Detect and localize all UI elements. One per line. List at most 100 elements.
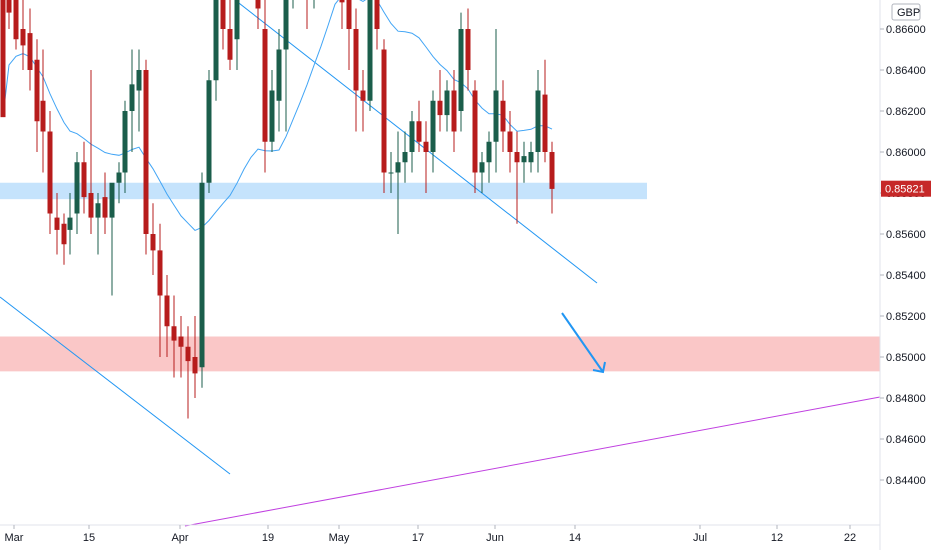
candle-body xyxy=(542,94,548,152)
candle-body xyxy=(465,29,471,70)
candle-body xyxy=(129,84,135,111)
candle-body xyxy=(0,0,6,118)
candle xyxy=(157,223,163,357)
candle-body xyxy=(416,121,422,142)
candle xyxy=(486,131,492,183)
candle xyxy=(339,0,345,29)
candle-body xyxy=(423,141,429,152)
descending-trendline-upper xyxy=(234,0,598,284)
x-tick-label: Jun xyxy=(486,532,504,544)
x-tick-label: Mar xyxy=(5,532,24,544)
candle xyxy=(20,0,26,70)
candle-body xyxy=(171,326,177,341)
candle xyxy=(507,111,513,173)
currency-badge[interactable] xyxy=(891,3,921,21)
candle-body xyxy=(486,141,492,163)
candle xyxy=(102,172,108,234)
candle xyxy=(40,49,46,173)
lower-support-zone xyxy=(0,336,880,372)
candle xyxy=(136,49,142,132)
candle-body xyxy=(535,90,541,152)
candle xyxy=(27,8,33,91)
descending-trendline-lower xyxy=(0,296,231,475)
y-tick-label: 0.85400 xyxy=(886,270,926,282)
candle xyxy=(313,0,315,9)
y-tick-label: 0.86200 xyxy=(886,106,926,118)
candle xyxy=(192,316,198,398)
candle xyxy=(109,182,115,296)
candle-body xyxy=(507,131,513,152)
candle-body xyxy=(381,49,387,173)
candle xyxy=(360,70,366,132)
candle xyxy=(451,70,457,152)
candle-body xyxy=(227,29,233,60)
candle-body xyxy=(451,90,457,132)
candle xyxy=(367,0,373,111)
candle xyxy=(61,213,67,265)
candle xyxy=(409,111,415,173)
candle xyxy=(47,111,53,234)
candle xyxy=(283,0,289,132)
candle-body xyxy=(109,182,115,218)
candle-body xyxy=(500,100,506,132)
candle-body xyxy=(185,346,191,362)
candle-body xyxy=(444,90,450,116)
candle xyxy=(143,59,149,255)
candle xyxy=(276,29,282,132)
candle xyxy=(416,100,422,152)
candle xyxy=(306,0,308,29)
candle xyxy=(206,70,212,193)
candle xyxy=(528,141,534,173)
candle xyxy=(171,295,177,378)
candle-body xyxy=(20,29,26,46)
candle xyxy=(81,141,87,214)
candle xyxy=(88,70,94,234)
candle-body xyxy=(192,357,198,374)
candle-body xyxy=(199,182,205,368)
candle xyxy=(54,193,60,255)
candle xyxy=(479,152,485,193)
x-tick-label: 17 xyxy=(412,532,424,544)
candle-body xyxy=(95,203,101,218)
candle xyxy=(255,0,261,29)
candle xyxy=(95,193,101,255)
x-tick-label: 19 xyxy=(262,532,274,544)
candle xyxy=(493,29,499,173)
candle-body xyxy=(164,295,170,327)
candle-body xyxy=(262,29,268,142)
candle-body xyxy=(437,100,443,116)
y-tick-label: 0.84800 xyxy=(886,393,926,405)
candle-body xyxy=(402,152,408,163)
candle-body xyxy=(521,156,527,163)
y-tick-label: 0.84400 xyxy=(886,475,926,487)
candle-body xyxy=(276,49,282,101)
candle xyxy=(0,0,6,118)
candle xyxy=(67,193,73,255)
candle xyxy=(122,100,128,193)
x-tick-label: 12 xyxy=(771,532,783,544)
candle xyxy=(430,90,436,173)
candle xyxy=(269,70,275,152)
candle xyxy=(292,0,294,9)
candle-body xyxy=(220,0,226,29)
candle-body xyxy=(6,0,12,13)
forecast-arrow xyxy=(561,312,604,373)
y-tick-label: 0.86000 xyxy=(886,147,926,159)
candle-body xyxy=(528,152,534,163)
candle xyxy=(346,0,352,70)
forecast-arrow-head xyxy=(592,361,606,374)
candle xyxy=(6,0,12,29)
candle-body xyxy=(395,162,401,173)
candle xyxy=(129,49,135,152)
candle xyxy=(402,131,408,183)
candle-body xyxy=(61,223,67,245)
candle-body xyxy=(339,0,345,3)
candle xyxy=(262,0,268,173)
candle-body xyxy=(27,33,33,70)
candle-body xyxy=(479,162,485,173)
candle-body xyxy=(136,70,142,91)
candle-body xyxy=(150,234,156,251)
candle-body xyxy=(122,111,128,173)
